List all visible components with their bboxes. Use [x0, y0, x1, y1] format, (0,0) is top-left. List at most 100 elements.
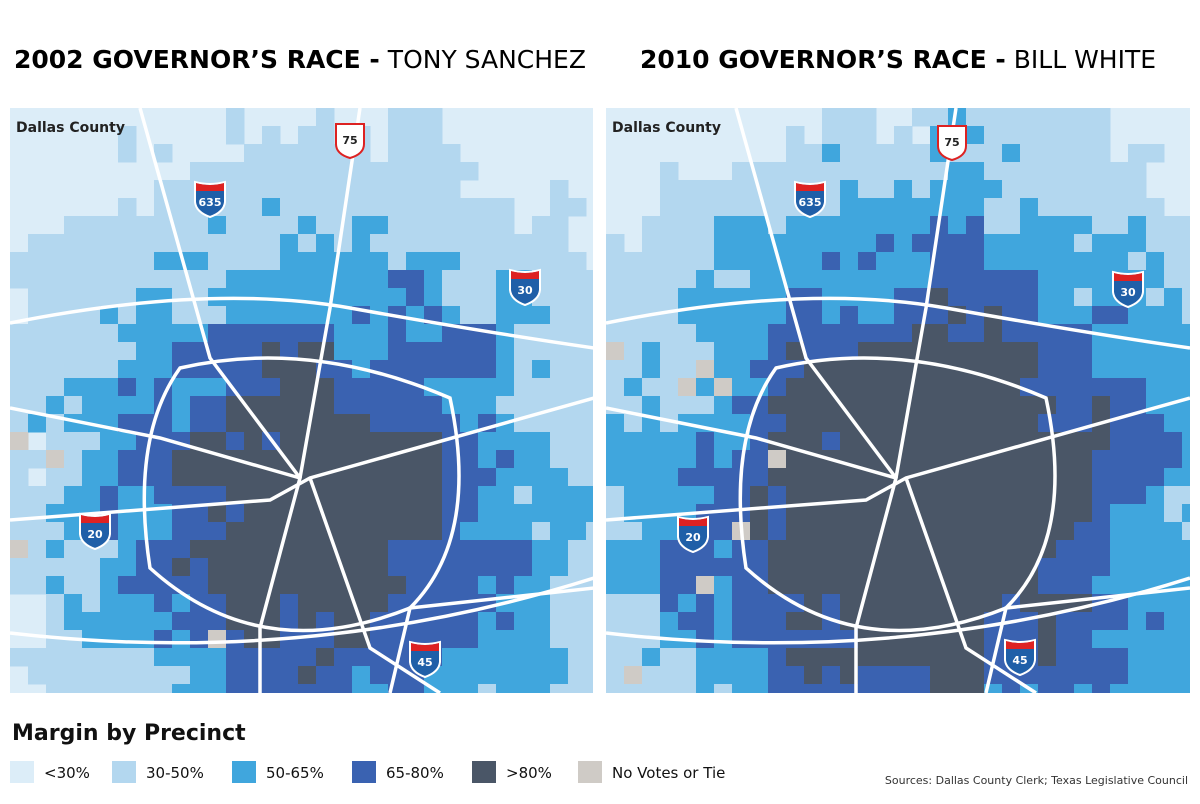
precinct: [984, 252, 1003, 271]
precinct: [1128, 504, 1147, 523]
precinct: [388, 342, 407, 361]
precinct: [64, 378, 83, 397]
precinct: [1056, 144, 1075, 163]
precinct: [550, 270, 569, 289]
precinct: [46, 684, 65, 693]
precinct: [334, 162, 353, 181]
precinct: [190, 468, 209, 487]
precinct: [136, 414, 155, 433]
precinct: [172, 396, 191, 415]
precinct: [1074, 252, 1093, 271]
shield-top: [81, 515, 109, 523]
precinct: [424, 288, 443, 307]
precinct: [696, 684, 715, 693]
precinct: [406, 450, 425, 469]
precinct: [298, 684, 317, 693]
precinct: [586, 414, 593, 433]
precinct: [984, 198, 1003, 217]
precinct: [876, 252, 895, 271]
precinct: [424, 540, 443, 559]
precinct: [550, 378, 569, 397]
precinct: [1164, 414, 1183, 433]
shield-number: 75: [944, 136, 959, 149]
precinct: [64, 432, 83, 451]
precinct: [894, 522, 913, 541]
precinct: [966, 342, 985, 361]
precinct: [442, 468, 461, 487]
precinct: [28, 540, 47, 559]
precinct: [298, 198, 317, 217]
highway-shield: 45: [409, 640, 441, 679]
precinct: [406, 504, 425, 523]
precinct: [136, 576, 155, 595]
precinct: [804, 486, 823, 505]
precinct: [100, 468, 119, 487]
precinct: [136, 612, 155, 631]
precinct: [172, 288, 191, 307]
precinct: [714, 324, 733, 343]
precinct: [984, 180, 1003, 199]
precinct: [1074, 198, 1093, 217]
region-label: Dallas County: [612, 120, 721, 136]
precinct: [1128, 486, 1147, 505]
precinct: [1074, 450, 1093, 469]
precinct: [298, 630, 317, 649]
precinct: [226, 126, 245, 145]
precinct: [1128, 414, 1147, 433]
precinct: [334, 504, 353, 523]
precinct: [262, 252, 281, 271]
precinct: [370, 432, 389, 451]
precinct: [660, 288, 679, 307]
precinct: [460, 558, 479, 577]
precinct: [334, 450, 353, 469]
precinct: [1056, 576, 1075, 595]
precinct: [118, 306, 137, 325]
precinct: [388, 198, 407, 217]
precinct: [1182, 270, 1190, 289]
precinct: [894, 234, 913, 253]
precinct: [136, 342, 155, 361]
precinct: [424, 450, 443, 469]
precinct: [1146, 432, 1165, 451]
precinct: [804, 162, 823, 181]
precinct: [984, 234, 1003, 253]
precinct: [550, 198, 569, 217]
precinct: [840, 684, 859, 693]
precinct: [118, 612, 137, 631]
precinct: [190, 648, 209, 667]
precinct: [1002, 396, 1021, 415]
precinct: [732, 162, 751, 181]
precinct: [804, 684, 823, 693]
precinct: [1038, 468, 1057, 487]
precinct: [822, 162, 841, 181]
precinct: [244, 270, 263, 289]
precinct: [696, 648, 715, 667]
precinct: [1146, 360, 1165, 379]
precinct: [514, 540, 533, 559]
precinct: [714, 486, 733, 505]
precinct: [948, 522, 967, 541]
precinct: [822, 594, 841, 613]
precinct: [930, 432, 949, 451]
precinct: [118, 198, 137, 217]
precinct: [696, 612, 715, 631]
precinct: [226, 594, 245, 613]
precinct: [642, 486, 661, 505]
precinct: [118, 414, 137, 433]
precinct: [660, 342, 679, 361]
precinct: [1002, 234, 1021, 253]
precinct: [1074, 504, 1093, 523]
highway: [10, 406, 301, 480]
precinct: [732, 396, 751, 415]
precinct: [606, 360, 625, 379]
precinct: [1074, 360, 1093, 379]
precinct: [64, 468, 83, 487]
legend-label: 65-80%: [386, 764, 444, 782]
precinct: [660, 234, 679, 253]
precinct: [190, 540, 209, 559]
precinct: [154, 414, 173, 433]
precinct: [894, 360, 913, 379]
precinct: [930, 594, 949, 613]
precinct: [298, 504, 317, 523]
precinct: [532, 630, 551, 649]
